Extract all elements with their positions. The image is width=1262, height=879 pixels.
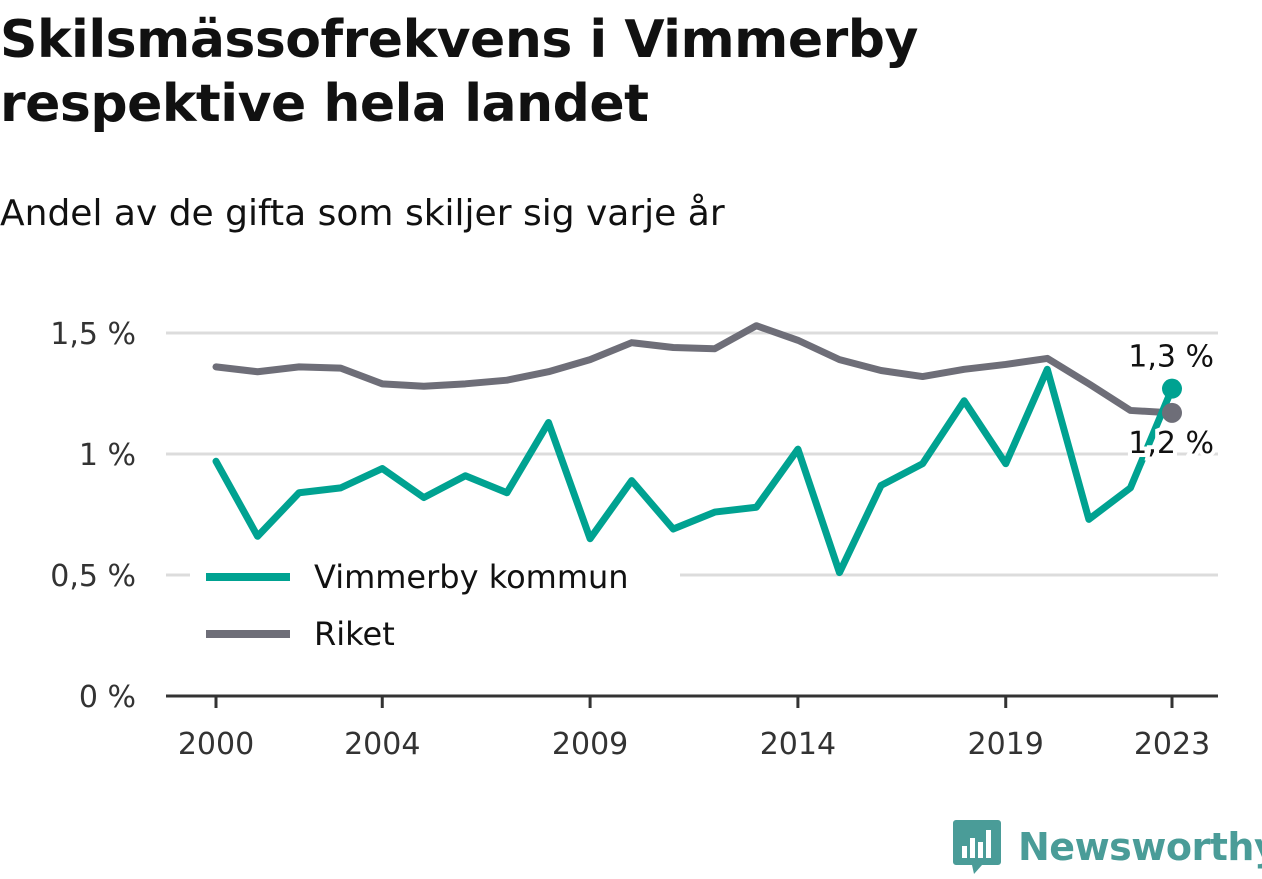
y-tick-label: 1 % bbox=[79, 438, 136, 473]
x-tick-label: 2019 bbox=[968, 727, 1044, 762]
chart-title: Skilsmässofrekvens i Vimmerby respektive… bbox=[0, 10, 918, 134]
legend-label: Riket bbox=[314, 615, 395, 653]
brand-logo: Newsworthy bbox=[952, 818, 1262, 876]
series-end-point-riket bbox=[1162, 402, 1182, 423]
series-line-riket bbox=[212, 322, 1176, 417]
x-tick-label: 2023 bbox=[1134, 727, 1210, 762]
y-tick-label: 0 % bbox=[79, 680, 136, 715]
newsworthy-logo-icon bbox=[953, 820, 1001, 874]
end-label-riket: 1,2 % bbox=[1128, 426, 1214, 461]
chart-subtitle: Andel av de gifta som skiljer sig varje … bbox=[0, 193, 725, 234]
legend-label: Vimmerby kommun bbox=[314, 558, 629, 596]
y-tick-label: 0,5 % bbox=[50, 559, 136, 594]
series-line-vimmerby bbox=[212, 365, 1176, 577]
series-end-point-vimmerby bbox=[1162, 378, 1182, 399]
x-tick-label: 2014 bbox=[760, 727, 836, 762]
x-tick-label: 2009 bbox=[552, 727, 628, 762]
brand-name: Newsworthy bbox=[1018, 825, 1262, 869]
x-tick-label: 2004 bbox=[344, 727, 420, 762]
end-label-vimmerby: 1,3 % bbox=[1128, 340, 1214, 375]
y-tick-label: 1,5 % bbox=[50, 317, 136, 352]
x-tick-label: 2000 bbox=[178, 727, 254, 762]
legend-background bbox=[190, 546, 680, 664]
